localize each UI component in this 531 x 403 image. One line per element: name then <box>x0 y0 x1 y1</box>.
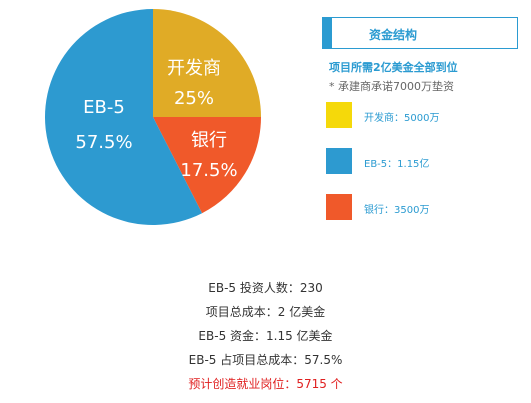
stat-investors: EB-5 投资人数：230 <box>208 281 323 295</box>
legend-swatch-bank <box>326 194 352 220</box>
pie-slice-2 <box>45 9 203 226</box>
stat-eb5-share: EB-5 占项目总成本：57.5% <box>188 353 343 367</box>
pie-slice-1 <box>153 117 261 214</box>
legend-label-developer: 开发商：5000万 <box>364 113 440 124</box>
legend-note-contractor: * 承建商承诺7000万垫资 <box>329 80 454 93</box>
pie-slice-name-1: 银行 <box>191 130 227 151</box>
legend-panel: 资金结构 项目所需2亿美金全部到位 * 承建商承诺7000万垫资 开发商：500… <box>322 17 522 232</box>
pie-slice-name-2: EB-5 <box>83 97 125 118</box>
legend-title: 资金结构 <box>369 28 418 42</box>
pie-slice-0 <box>153 9 261 117</box>
pie-slice-value-1: 17.5% <box>180 160 237 181</box>
pie-slice-name-0: 开发商 <box>167 58 221 79</box>
legend-header-accent <box>323 18 332 48</box>
legend-label-eb5: EB-5：1.15亿 <box>364 159 430 170</box>
pie-slice-value-2: 57.5% <box>75 132 132 153</box>
legend-header: 资金结构 <box>322 17 518 49</box>
pie-svg: 开发商 25% 银行 17.5% EB-5 57.5% <box>45 9 261 226</box>
pie-chart: 开发商 25% 银行 17.5% EB-5 57.5% <box>0 0 300 240</box>
legend-note-funding: 项目所需2亿美金全部到位 <box>329 61 458 74</box>
stat-eb5-funds: EB-5 资金：1.15 亿美金 <box>198 329 333 343</box>
stat-jobs: 预计创造就业岗位：5715 个 <box>188 377 343 391</box>
stats-block: EB-5 投资人数：230 项目总成本：2 亿美金 EB-5 资金：1.15 亿… <box>0 276 531 396</box>
stat-total-cost: 项目总成本：2 亿美金 <box>205 305 326 319</box>
legend-swatch-eb5 <box>326 148 352 174</box>
legend-swatch-developer <box>326 102 352 128</box>
pie-slice-value-0: 25% <box>174 88 214 109</box>
legend-label-bank: 银行：3500万 <box>364 205 430 216</box>
